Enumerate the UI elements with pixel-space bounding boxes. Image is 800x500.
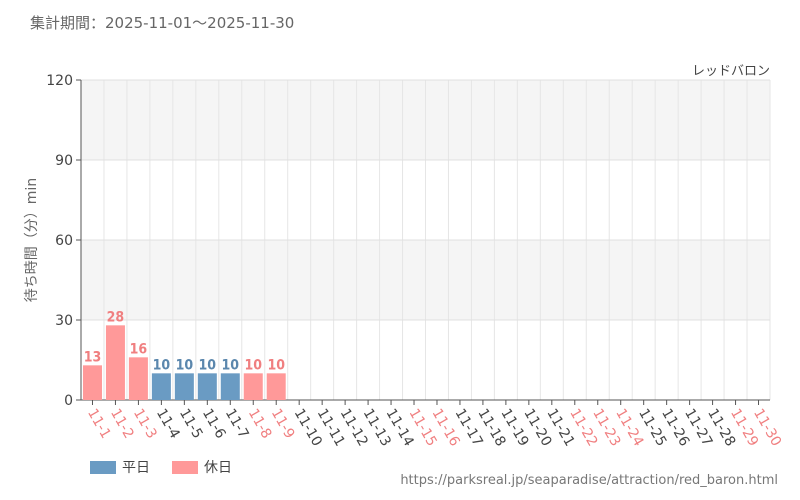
bar: [151, 373, 171, 400]
x-tick-label: 11-9: [268, 406, 298, 442]
bar: [266, 373, 286, 400]
bar: [197, 373, 217, 400]
legend: 平日 休日: [90, 457, 232, 477]
bar: [128, 357, 148, 400]
legend-swatch-weekday: [90, 460, 116, 474]
bar-value-label: 16: [130, 341, 148, 357]
bar: [82, 365, 102, 400]
legend-label-weekday: 平日: [122, 460, 150, 476]
x-tick-label: 11-7: [222, 406, 252, 442]
bar-value-label: 13: [84, 349, 102, 365]
bar-value-label: 10: [199, 357, 217, 373]
bar-value-label: 10: [244, 357, 262, 373]
x-tick-label: 11-6: [199, 406, 229, 442]
legend-label-holiday: 休日: [204, 460, 232, 476]
bar-value-label: 10: [153, 357, 171, 373]
y-axis-label: 待ち時間（分）min: [24, 178, 40, 302]
y-tick-label: 90: [55, 153, 73, 169]
attraction-name: レッドバロン: [691, 64, 770, 79]
y-tick-label: 60: [55, 233, 73, 249]
x-tick-label: 11-2: [107, 406, 137, 442]
x-tick-label: 11-1: [84, 406, 114, 442]
x-tick-label: 11-5: [176, 406, 206, 442]
period-label: 集計期間：2025-11-01～2025-11-30: [30, 14, 295, 32]
bar: [220, 373, 240, 400]
bar-value-label: 10: [176, 357, 194, 373]
bar-value-label: 28: [107, 309, 125, 325]
bar: [174, 373, 194, 400]
source-url: https://parksreal.jp/seaparadise/attract…: [400, 473, 778, 488]
bar-value-label: 10: [222, 357, 240, 373]
bar-value-label: 10: [267, 357, 285, 373]
bar: [243, 373, 263, 400]
bar: [105, 325, 125, 400]
y-tick-label: 0: [64, 393, 73, 409]
legend-item-holiday: 休日: [172, 457, 232, 477]
x-tick-label: 11-4: [153, 406, 183, 442]
y-tick-label: 120: [46, 73, 73, 89]
legend-item-weekday: 平日: [90, 457, 150, 477]
x-tick-label: 11-3: [130, 406, 160, 442]
x-tick-label: 11-8: [245, 406, 275, 442]
y-tick-label: 30: [55, 313, 73, 329]
legend-swatch-holiday: [172, 460, 198, 474]
